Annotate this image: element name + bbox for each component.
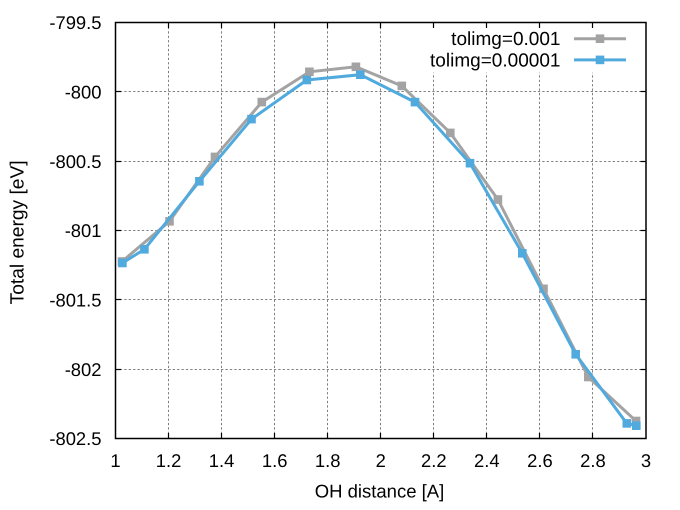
svg-text:3: 3 — [641, 450, 651, 471]
svg-text:OH distance [A]: OH distance [A] — [315, 481, 445, 502]
svg-text:2: 2 — [376, 450, 386, 471]
svg-text:2.2: 2.2 — [421, 450, 447, 471]
svg-text:tolimg=0.00001: tolimg=0.00001 — [430, 50, 560, 71]
svg-text:2.6: 2.6 — [527, 450, 553, 471]
svg-text:1.2: 1.2 — [156, 450, 182, 471]
svg-text:-801: -801 — [65, 220, 102, 241]
svg-text:-799.5: -799.5 — [49, 12, 101, 33]
svg-text:-802: -802 — [65, 359, 102, 380]
svg-text:2.4: 2.4 — [474, 450, 500, 471]
svg-text:1.4: 1.4 — [209, 450, 235, 471]
svg-text:1.6: 1.6 — [262, 450, 288, 471]
svg-text:-801.5: -801.5 — [49, 290, 101, 311]
svg-text:Total energy [eV]: Total energy [eV] — [8, 160, 29, 304]
svg-text:1: 1 — [110, 450, 120, 471]
svg-text:-800: -800 — [65, 82, 102, 103]
svg-text:-800.5: -800.5 — [49, 151, 101, 172]
svg-text:1.8: 1.8 — [315, 450, 341, 471]
svg-text:2.8: 2.8 — [580, 450, 606, 471]
svg-text:tolimg=0.001: tolimg=0.001 — [451, 29, 560, 50]
svg-text:-802.5: -802.5 — [49, 428, 101, 449]
